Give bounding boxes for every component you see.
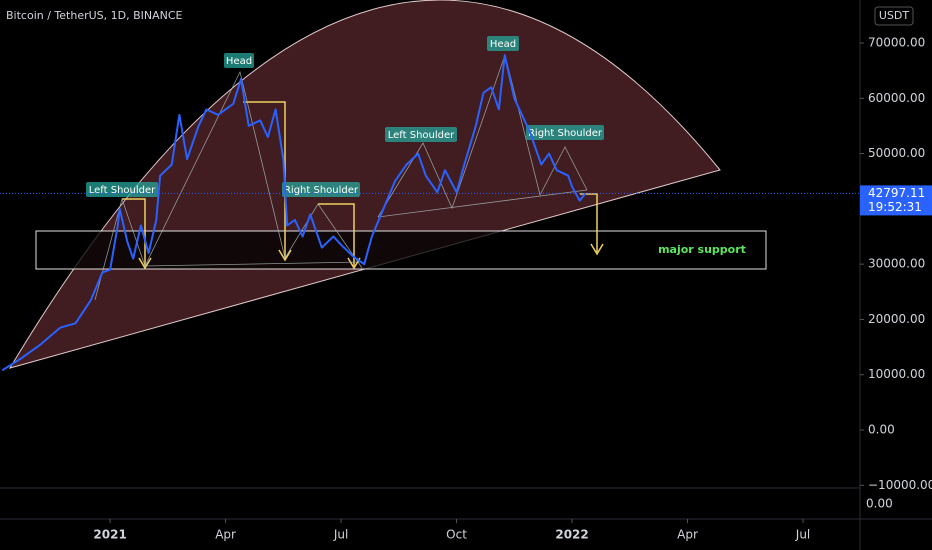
x-tick-label: 2022: [555, 528, 588, 542]
last-price-box: [860, 185, 932, 216]
y-tick-label: 70000.00: [868, 36, 925, 50]
y-tick-label: 60000.00: [868, 91, 925, 105]
annotation-tags: Left Shoulder Head Right Shoulder Left S…: [86, 36, 746, 256]
last-price: 42797.11: [868, 186, 925, 200]
lower-pane-label: 0.00: [866, 497, 893, 511]
currency: USDT: [879, 9, 910, 22]
y-tick-label: 0.00: [868, 423, 895, 437]
support-zone: [35, 230, 767, 270]
x-tick-label: Oct: [446, 528, 467, 542]
annotation: Head: [226, 56, 252, 67]
annotation: Right Shoulder: [284, 185, 359, 196]
annotation: Left Shoulder: [89, 185, 156, 196]
annotation: major support: [658, 243, 746, 256]
x-tick-label: Apr: [215, 528, 236, 542]
annotation: Left Shoulder: [388, 130, 455, 141]
annotation: Right Shoulder: [528, 128, 603, 139]
y-tick-label: 30000.00: [868, 257, 925, 271]
x-tick-label: Apr: [677, 528, 698, 542]
countdown: 19:52:31: [868, 200, 922, 214]
annotation: Head: [490, 39, 516, 50]
x-tick-label: 2021: [93, 528, 126, 542]
chart-title: Bitcoin / TetherUS, 1D, BINANCE: [6, 9, 183, 22]
price-line: [1, 54, 587, 372]
x-tick-label: Jul: [795, 528, 810, 542]
currency-box: [874, 6, 914, 26]
y-tick-label: 10000.00: [868, 367, 925, 381]
cup-shape: [8, 0, 721, 369]
y-tick-label: 20000.00: [868, 312, 925, 326]
x-tick-label: Jul: [333, 528, 348, 542]
y-tick-label: −10000.00: [868, 478, 932, 492]
y-tick-label: 50000.00: [868, 146, 925, 160]
